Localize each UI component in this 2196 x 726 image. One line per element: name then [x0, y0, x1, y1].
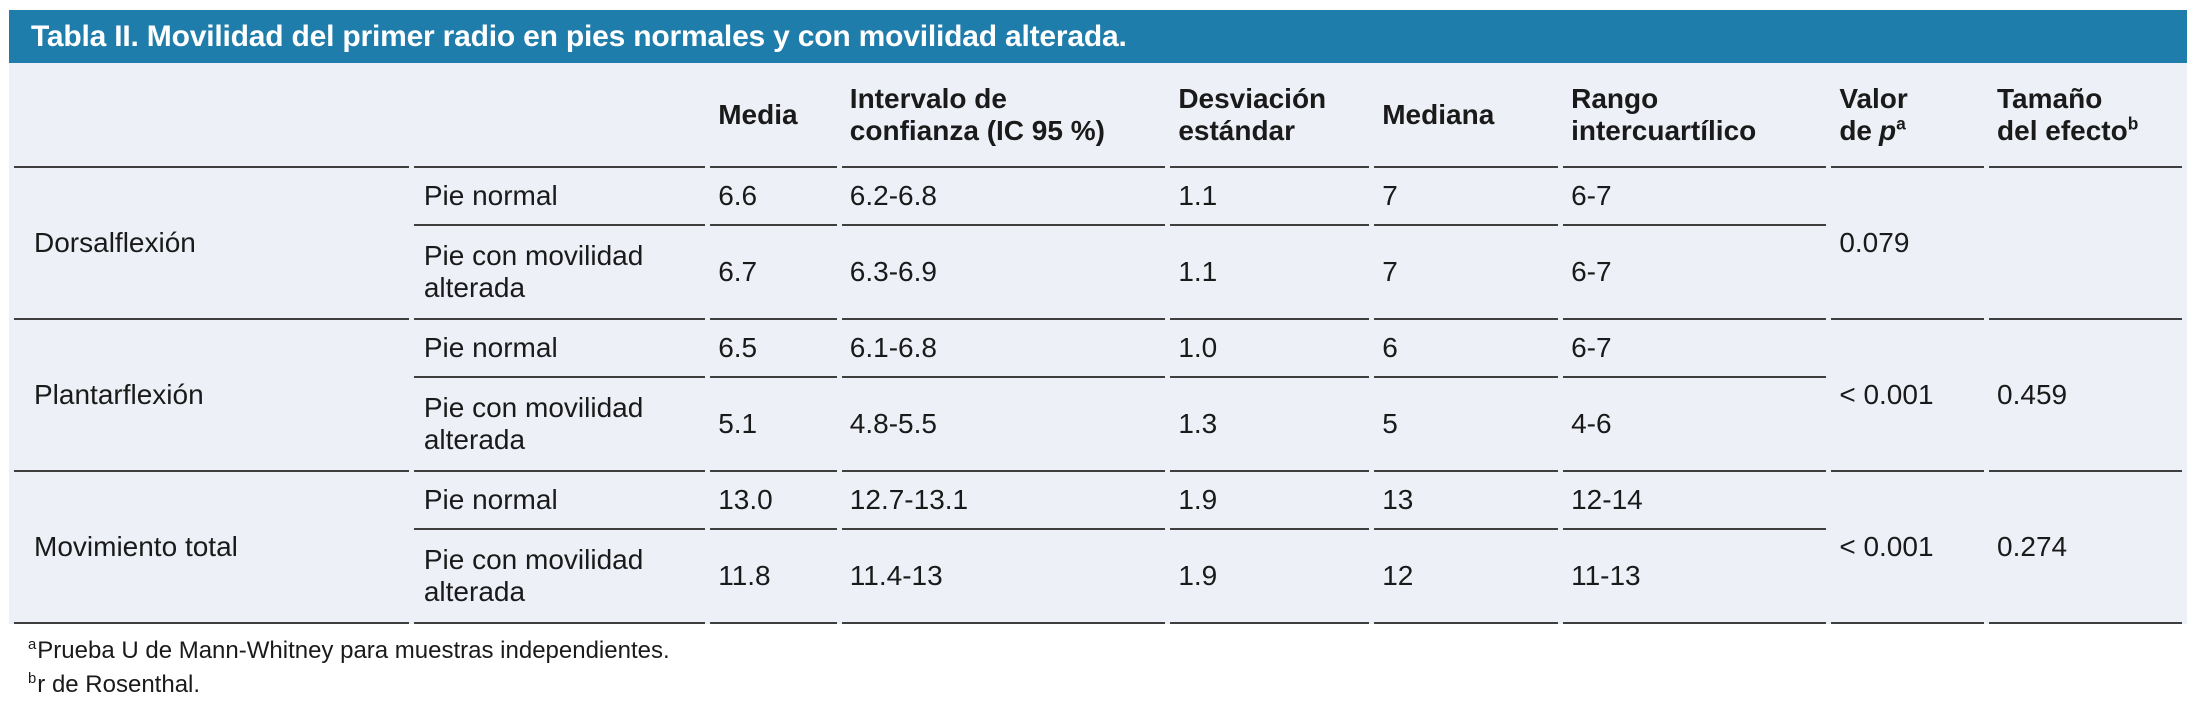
- table-footnotes: aPrueba U de Mann-Whitney para muestras …: [28, 634, 2187, 702]
- cell-mediana: 13: [1374, 472, 1559, 530]
- cell-condition: Pie con movilidad alterada: [413, 530, 706, 624]
- cell-sd: 1.3: [1170, 378, 1370, 472]
- cell-mediana: 5: [1374, 378, 1559, 472]
- footnote-b-text: r de Rosenthal.: [37, 671, 201, 698]
- cell-group-label: Movimiento total: [14, 472, 409, 624]
- header-empty-group: [14, 63, 409, 168]
- cell-sd: 1.9: [1170, 472, 1370, 530]
- stats-table: Media Intervalo de confianza (IC 95 %) D…: [9, 63, 2187, 624]
- table-row: Dorsalflexión Pie normal 6.6 6.2-6.8 1.1…: [14, 168, 2182, 320]
- cell-media: 5.1: [710, 378, 837, 472]
- cell-p-value: < 0.001: [1831, 320, 1985, 472]
- header-media: Media: [710, 63, 837, 168]
- cell-rango: 12-14: [1563, 472, 1827, 530]
- footnote-a-text: Prueba U de Mann-Whitney para muestras i…: [37, 637, 670, 664]
- footnote-a: aPrueba U de Mann-Whitney para muestras …: [28, 634, 2187, 668]
- cell-mediana: 7: [1374, 226, 1559, 320]
- cell-condition: Pie con movilidad alterada: [413, 378, 706, 472]
- header-effect-size: Tamaño del efectob: [1989, 63, 2182, 168]
- table-row: Plantarflexión Pie normal 6.5 6.1-6.8 1.…: [14, 320, 2182, 472]
- header-p-footnote-mark: a: [1896, 113, 1906, 134]
- header-mediana: Mediana: [1374, 63, 1559, 168]
- cell-ic95: 12.7-13.1: [841, 472, 1166, 530]
- cell-group-label: Dorsalflexión: [14, 168, 409, 320]
- cell-mediana: 12: [1374, 530, 1559, 624]
- cell-ic95: 11.4-13: [841, 530, 1166, 624]
- header-p-value: Valor de pa: [1831, 63, 1985, 168]
- cell-rango: 4-6: [1563, 378, 1827, 472]
- table-title: Tabla II. Movilidad del primer radio en …: [31, 19, 1127, 53]
- cell-media: 6.5: [710, 320, 837, 378]
- header-row: Media Intervalo de confianza (IC 95 %) D…: [14, 63, 2182, 168]
- cell-group-label: Plantarflexión: [14, 320, 409, 472]
- cell-sd: 1.1: [1170, 226, 1370, 320]
- cell-media: 6.7: [710, 226, 837, 320]
- footnote-b: br de Rosenthal.: [28, 668, 2187, 702]
- cell-condition: Pie normal: [413, 168, 706, 226]
- cell-effect-size: 0.459: [1989, 320, 2182, 472]
- header-effect-label: Tamaño del efecto: [1997, 82, 2128, 146]
- cell-sd: 1.9: [1170, 530, 1370, 624]
- cell-effect-size: [1989, 168, 2182, 320]
- footnote-a-mark: a: [28, 637, 37, 653]
- cell-ic95: 6.3-6.9: [841, 226, 1166, 320]
- cell-ic95: 6.2-6.8: [841, 168, 1166, 226]
- cell-effect-size: 0.274: [1989, 472, 2182, 624]
- cell-rango: 6-7: [1563, 226, 1827, 320]
- cell-mediana: 6: [1374, 320, 1559, 378]
- table-title-bar: Tabla II. Movilidad del primer radio en …: [9, 10, 2187, 63]
- cell-sd: 1.0: [1170, 320, 1370, 378]
- cell-condition: Pie con movilidad alterada: [413, 226, 706, 320]
- header-p-label: Valor de: [1839, 82, 1908, 146]
- header-p-symbol: p: [1879, 114, 1897, 146]
- cell-ic95: 6.1-6.8: [841, 320, 1166, 378]
- header-ic95: Intervalo de confianza (IC 95 %): [841, 63, 1166, 168]
- header-effect-footnote-mark: b: [2127, 113, 2139, 134]
- cell-rango: 11-13: [1563, 530, 1827, 624]
- footnote-b-mark: b: [28, 671, 37, 687]
- cell-mediana: 7: [1374, 168, 1559, 226]
- cell-media: 11.8: [710, 530, 837, 624]
- cell-condition: Pie normal: [413, 472, 706, 530]
- table-row: Pie con movilidad alterada 11.8 11.4-13 …: [14, 530, 2182, 624]
- cell-sd: 1.1: [1170, 168, 1370, 226]
- cell-media: 6.6: [710, 168, 837, 226]
- table-row: Pie con movilidad alterada 5.1 4.8-5.5 1…: [14, 378, 2182, 472]
- cell-ic95: 4.8-5.5: [841, 378, 1166, 472]
- cell-condition: Pie normal: [413, 320, 706, 378]
- cell-p-value: 0.079: [1831, 168, 1985, 320]
- cell-p-value: < 0.001: [1831, 472, 1985, 624]
- table-row: Movimiento total Pie normal 13.0 12.7-13…: [14, 472, 2182, 624]
- table-card: Tabla II. Movilidad del primer radio en …: [9, 10, 2187, 702]
- header-sd: Desviación estándar: [1170, 63, 1370, 168]
- header-empty-condition: [413, 63, 706, 168]
- table-row: Pie con movilidad alterada 6.7 6.3-6.9 1…: [14, 226, 2182, 320]
- cell-media: 13.0: [710, 472, 837, 530]
- header-rango: Rango intercuartílico: [1563, 63, 1827, 168]
- cell-rango: 6-7: [1563, 168, 1827, 226]
- cell-rango: 6-7: [1563, 320, 1827, 378]
